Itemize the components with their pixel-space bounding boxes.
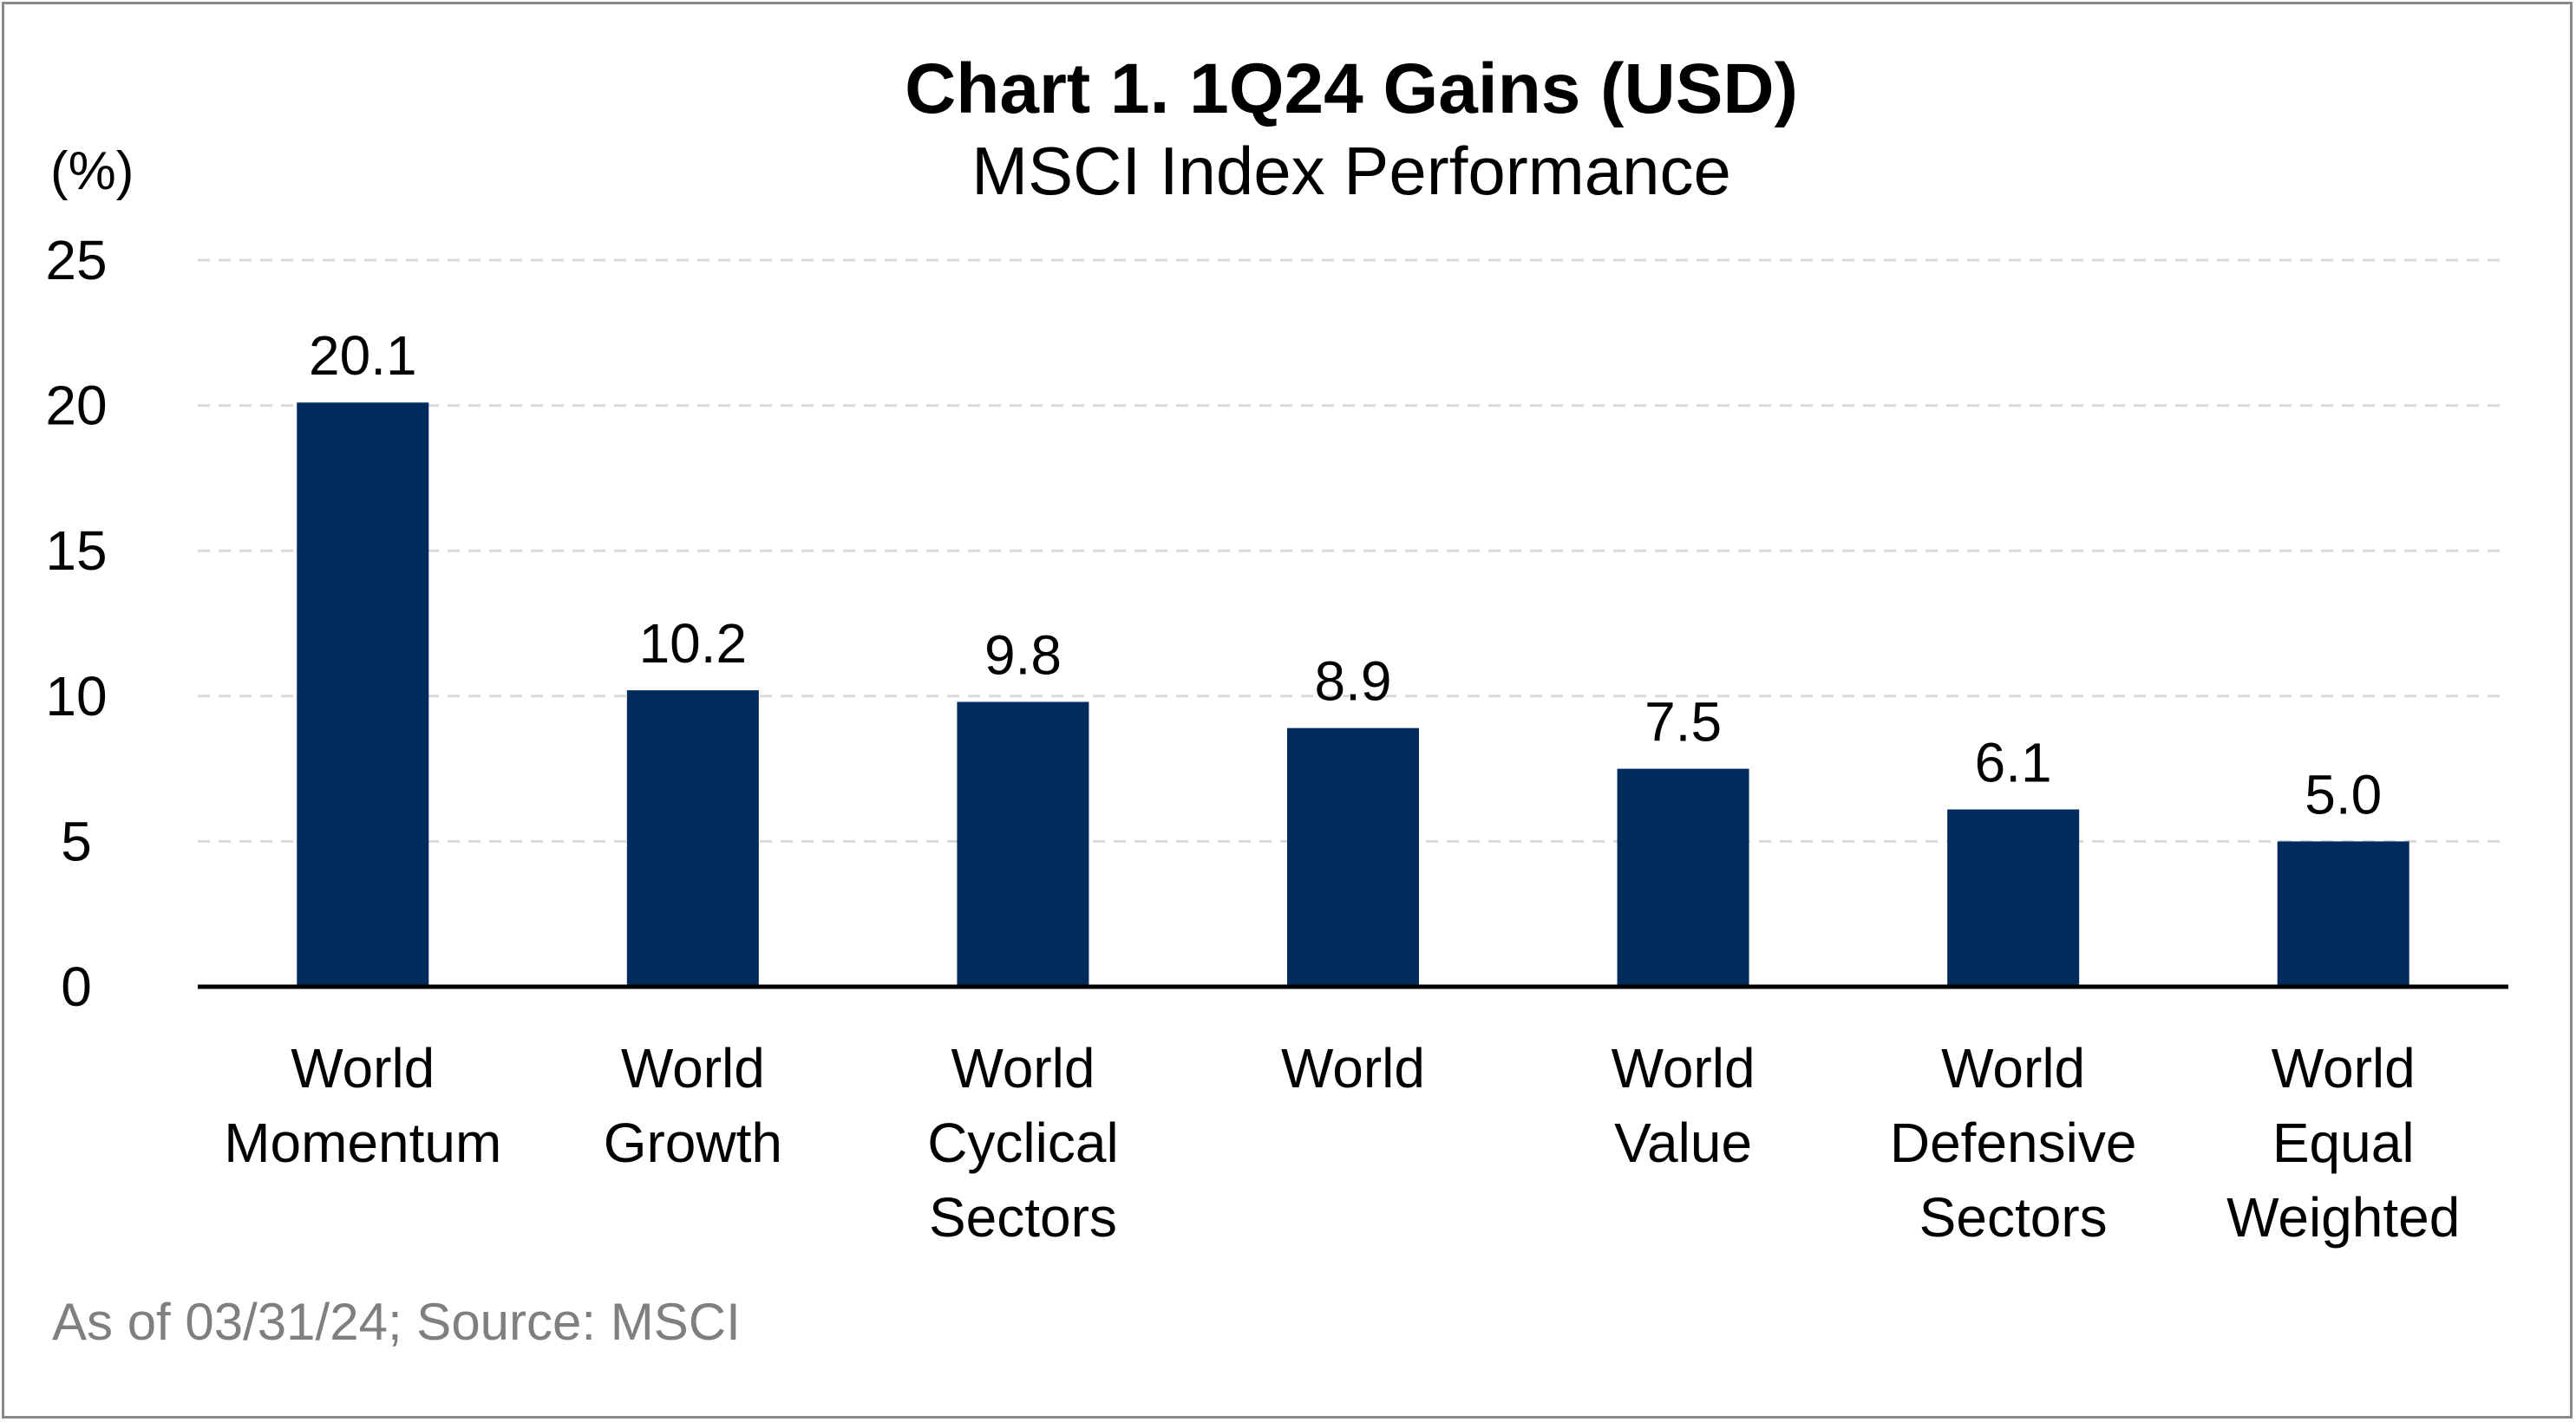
data-labels: 20.1 10.2 9.8 8.9 7.5 6.1 5.0 <box>309 324 2382 825</box>
y-tick-label: 5 <box>61 810 92 872</box>
x-category-label-line: World <box>2272 1037 2416 1099</box>
x-category-label-line: Cyclical <box>927 1112 1118 1174</box>
bar <box>2277 841 2409 987</box>
bars <box>297 402 2409 987</box>
gridlines <box>198 258 2508 843</box>
x-category-label: World Defensive Sectors <box>1890 1037 2137 1249</box>
bar <box>626 690 759 987</box>
data-label: 6.1 <box>1975 732 2052 794</box>
x-category-label-line: Sectors <box>1919 1186 2108 1249</box>
data-label: 5.0 <box>2305 763 2382 825</box>
x-category-label-line: Defensive <box>1890 1112 2137 1174</box>
chart-subtitle: MSCI Index Performance <box>971 133 1731 209</box>
x-category-label-line: Growth <box>604 1112 782 1174</box>
x-category-label-line: Momentum <box>224 1112 501 1174</box>
bar <box>1617 768 1749 987</box>
bar <box>1947 809 2080 987</box>
y-tick-label: 10 <box>45 665 107 727</box>
y-tick-label: 25 <box>45 229 107 291</box>
x-category-label-line: World <box>1612 1037 1755 1099</box>
bar <box>957 701 1089 987</box>
x-category-label: World Cyclical Sectors <box>927 1037 1118 1249</box>
x-category-label: World <box>1281 1037 1425 1099</box>
x-category-label-line: World <box>1941 1037 2085 1099</box>
y-axis-ticks: 0 5 10 15 20 25 <box>45 229 107 1018</box>
chart-title: Chart 1. 1Q24 Gains (USD) <box>905 49 1798 128</box>
x-category-label-line: World <box>1281 1037 1425 1099</box>
x-category-label-line: World <box>951 1037 1095 1099</box>
data-label: 7.5 <box>1644 691 1722 753</box>
y-tick-label: 15 <box>45 519 107 582</box>
x-category-label: World Growth <box>604 1037 782 1174</box>
x-category-label-line: Equal <box>2272 1112 2415 1174</box>
x-axis-category-labels: World Momentum World Growth World Cyclical Sec… <box>224 1037 2460 1249</box>
x-category-label-line: Value <box>1614 1112 1752 1174</box>
x-category-label: World Momentum <box>224 1037 501 1174</box>
x-category-label-line: Sectors <box>929 1186 1117 1249</box>
y-axis-unit-label: (%) <box>50 141 134 201</box>
data-label: 9.8 <box>984 624 1062 687</box>
y-tick-label: 0 <box>61 956 92 1018</box>
x-category-label-line: Weighted <box>2226 1186 2460 1249</box>
x-category-label-line: World <box>291 1037 435 1099</box>
data-label: 10.2 <box>639 612 748 675</box>
bar <box>297 402 429 987</box>
source-note: As of 03/31/24; Source: MSCI <box>52 1293 741 1351</box>
bar <box>1287 727 1419 987</box>
x-category-label-line: World <box>621 1037 765 1099</box>
x-category-label: World Equal Weighted <box>2226 1037 2460 1249</box>
data-label: 20.1 <box>309 324 417 387</box>
y-tick-label: 20 <box>45 375 107 437</box>
data-label: 8.9 <box>1315 650 1392 713</box>
x-category-label: World Value <box>1612 1037 1755 1174</box>
